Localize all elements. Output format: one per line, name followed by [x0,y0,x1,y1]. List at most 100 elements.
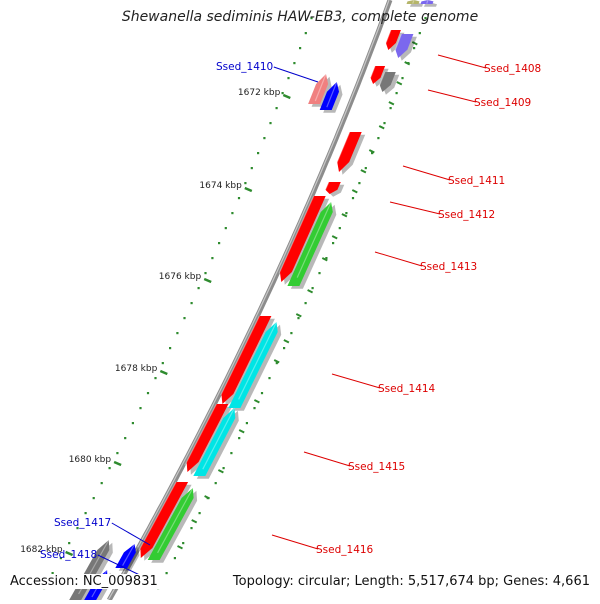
guide-dot-left [263,137,266,140]
leader-line-red [427,89,477,103]
guide-dot-left [108,467,111,470]
gene-top-purple [420,0,434,4]
guide-dot-right [401,77,404,80]
guide-dot-right [325,257,328,260]
guide-dot-right [297,317,300,320]
gene-label-blue: Ssed_1418 [40,549,97,561]
leader-line-red [271,534,319,550]
gene-ssed-1410-pink [308,74,329,104]
gene-label-blue: Ssed_1417 [54,517,111,529]
guide-dot-left [218,242,221,245]
guide-dash [341,213,348,218]
guide-dash [396,81,403,86]
guide-dot-right [304,302,307,305]
guide-dot-right [283,347,286,350]
guide-dot-left [244,182,247,185]
ruler-tick [203,277,212,284]
gene-ssed-1409-left-gloss [368,65,376,83]
guide-dot-right [418,32,421,35]
gene-ssed-1415 [193,408,236,476]
guide-dot-left [59,557,62,560]
ruler-tick [282,93,291,100]
guide-dot-left [116,452,119,455]
leader-line-red [303,451,351,467]
guide-dot-right [351,197,355,200]
guide-dot-left [131,422,134,425]
guide-dot-right [364,167,367,170]
gene-ssed-1414 [228,322,278,408]
guide-dot-left [92,497,95,500]
guide-dash [191,519,198,524]
gene-ssed-1413-gloss [296,201,332,278]
gene-ssed-1414-red [221,316,272,404]
leader-line-blue [273,66,319,83]
topology-text: Topology: circular; Length: 5,517,674 bp… [230,574,592,589]
guide-dash [307,289,314,294]
guide-dash [177,545,183,550]
gene-ssed-1414-red-gloss [220,315,260,396]
guide-dot-right [245,422,248,425]
gene-ssed-1417-arrow [115,544,136,568]
guide-dot-left [224,227,227,230]
guide-dash [388,101,395,106]
gene-top-purple-gloss [426,0,429,4]
guide-dash [360,169,367,174]
guide-dot-left [190,302,193,305]
ruler-label: 1678 kbp [115,364,158,374]
guide-dot-right [275,362,278,365]
accession-text: Accession: NC_009831 [8,574,160,589]
gene-label-red: Ssed_1408 [484,63,541,75]
guide-dot-right [214,482,217,485]
gene-label-red: Ssed_1416 [316,544,374,556]
ruler-tick [65,550,74,557]
guide-dot-left [257,152,260,155]
guide-dot-left [204,272,207,275]
genome-backbone-highlight [107,0,390,601]
guide-dot-left [176,332,179,335]
guide-dot-left [287,77,290,80]
guide-dot-right [345,212,348,215]
gene-ssed-1413-red-gloss [278,195,315,274]
guide-dash [321,257,328,262]
gene-label-red: Ssed_1414 [378,383,436,395]
gene-ssed-1416 [147,488,194,560]
guide-dot-right [238,437,241,440]
guide-dot-right [389,107,392,110]
dotted-guides [43,17,427,590]
gene-ssed-1412 [325,182,341,194]
ruler-label: 1674 kbp [199,181,242,191]
guide-dot-left [310,17,313,20]
guide-dot-right [395,92,398,95]
gene-label-red: Ssed_1411 [448,175,505,187]
guide-dot-right [260,392,264,395]
guide-dash [238,429,245,434]
gene-ssed-1409-gloss [377,71,386,91]
guide-dot-left [211,257,214,260]
guide-dot-right [383,122,386,125]
guide-dot-right [371,152,374,155]
gene-ssed-1415-gloss [202,407,235,470]
guide-dash [411,41,418,46]
gene-ssed-1413-red [279,196,326,282]
gene-label-red: Ssed_1412 [438,209,495,221]
guide-dash [273,359,280,364]
guide-dash [368,149,375,154]
leader-line-red [437,54,487,69]
guide-dot-left [51,572,54,575]
guide-dash [351,189,358,194]
gene-ssed-1411-shade [340,134,366,175]
guide-dot-right [253,407,256,410]
guide-dot-left [183,317,186,320]
kbp-ruler: 1672 kbp 1674 kbp 1676 kbp 1678 kbp 1680 kbp… [20,88,291,557]
guide-dash [283,339,290,344]
guide-dash [253,399,260,404]
gene-ssed-1409-left [370,66,386,84]
guide-dash [378,125,385,130]
guide-dot-left [250,167,253,170]
guide-dot-right [311,287,314,290]
ruler-tick [113,460,122,467]
guide-dot-left [281,92,284,95]
gene-ssed-1409 [379,72,396,92]
